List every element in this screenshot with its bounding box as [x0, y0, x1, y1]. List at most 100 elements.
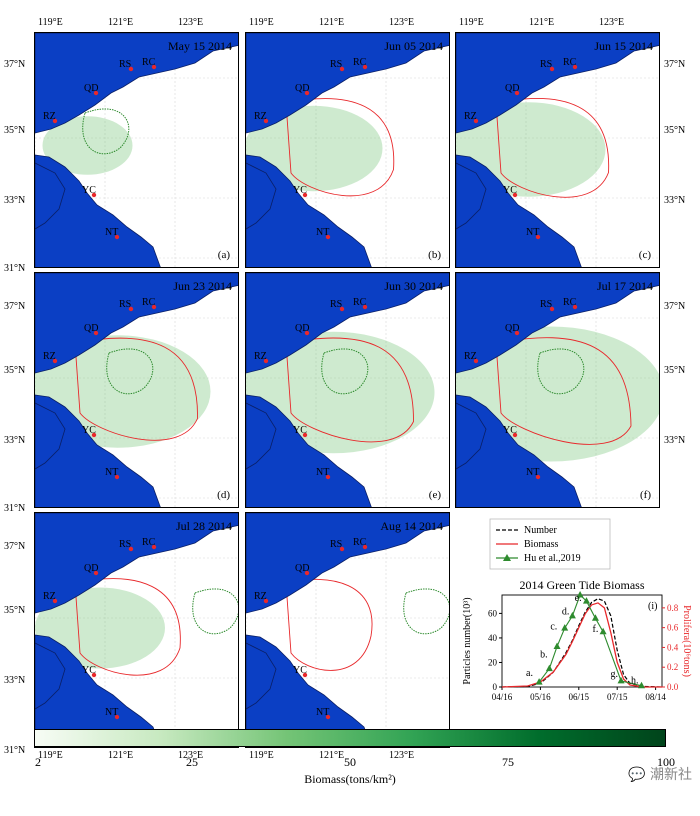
watermark: 💬 潮新社 — [628, 764, 692, 784]
city-label: NT — [105, 707, 118, 718]
city-label: QD — [295, 83, 309, 94]
panel-id: (a) — [217, 249, 230, 261]
y-tick-label: 0 — [493, 682, 498, 692]
panel-date-title: Jun 30 2014 — [384, 279, 443, 293]
bloom-area — [456, 102, 606, 197]
city-label: RZ — [254, 591, 267, 602]
series-line-biomass — [501, 602, 662, 688]
bloom-area — [35, 335, 211, 448]
satellite-contour — [192, 588, 238, 635]
city-marker — [263, 598, 269, 604]
land-mass — [246, 394, 372, 507]
city-label: YC — [82, 185, 96, 196]
land-mass — [35, 634, 161, 747]
city-label: RS — [119, 59, 131, 70]
y2-tick-label: 0.4 — [667, 642, 679, 652]
hu-data-point — [568, 611, 576, 619]
y2-tick-label: 0.8 — [667, 603, 679, 613]
city-label: RS — [330, 59, 342, 70]
legend-triangle-marker — [503, 554, 511, 561]
city-label: RZ — [464, 351, 477, 362]
city-marker — [514, 90, 520, 96]
bloom-area — [246, 105, 383, 192]
city-marker — [151, 544, 157, 550]
city-marker — [304, 330, 310, 336]
biomass-contour — [495, 337, 632, 445]
colorbar-tick: 75 — [502, 755, 514, 769]
latitude-label: 31°N — [4, 263, 26, 274]
y2-axis-label: Prolifera(10⁶tons) — [681, 605, 692, 677]
longitude-label: 121°E — [319, 17, 345, 28]
point-label: g. — [610, 669, 618, 680]
city-marker — [52, 598, 58, 604]
city-marker — [114, 234, 120, 240]
longitude-label: 123°E — [389, 17, 415, 28]
longitude-label: 119°E — [38, 750, 63, 761]
latitude-label: 35°N — [664, 125, 686, 136]
land-mass — [35, 402, 66, 470]
legend-entry: Biomass — [524, 539, 559, 550]
city-label: YC — [503, 425, 517, 436]
longitude-label: 123°E — [389, 750, 415, 761]
city-marker — [512, 432, 518, 438]
satellite-contour — [403, 588, 449, 635]
colorbar-tick: 100 — [657, 755, 675, 769]
y2-tick-label: 0.2 — [667, 662, 678, 672]
latitude-label: 35°N — [4, 125, 26, 136]
point-label: b. — [540, 650, 548, 661]
city-marker — [325, 474, 331, 480]
map-canvas: RS RC QD RZ YC NT — [35, 513, 238, 747]
latitude-label: 37°N — [4, 59, 26, 70]
latitude-label: 31°N — [4, 745, 26, 756]
land-mass — [456, 162, 487, 230]
panel-date-title: Jul 28 2014 — [175, 519, 232, 533]
city-marker — [362, 544, 368, 550]
longitude-label: 123°E — [178, 17, 204, 28]
city-marker — [128, 66, 134, 72]
hu-data-point — [582, 597, 590, 604]
point-label: h. — [631, 675, 639, 686]
latitude-label: 33°N — [4, 675, 26, 686]
map-canvas: RS RC QD RZ YC NT — [35, 33, 238, 267]
panel-date-title: Aug 14 2014 — [380, 519, 443, 533]
map-panel: RS RC QD RZ YC NT Jul 17 2014 (f) — [455, 272, 660, 508]
panel-id: (c) — [638, 249, 651, 261]
hu-data-point — [617, 676, 625, 684]
city-marker — [91, 432, 97, 438]
city-label: YC — [293, 425, 307, 436]
city-marker — [302, 672, 308, 678]
land-mass — [35, 154, 161, 267]
x-tick-label: 07/15 — [607, 692, 628, 702]
land-mass — [35, 642, 66, 710]
hu-data-point — [545, 664, 553, 672]
city-marker — [325, 234, 331, 240]
city-marker — [52, 358, 58, 364]
latitude-label: 31°N — [4, 503, 26, 514]
city-marker — [535, 474, 541, 480]
panel-date-title: Jun 05 2014 — [384, 39, 443, 53]
hu-data-point — [576, 591, 584, 598]
city-label: RC — [563, 57, 577, 68]
watermark-text: 潮新社 — [650, 767, 692, 783]
city-label: NT — [105, 467, 118, 478]
hu-data-point — [599, 627, 607, 635]
land-mass — [246, 634, 372, 747]
city-marker — [362, 304, 368, 310]
city-label: RC — [142, 537, 156, 548]
legend-entry: Hu et al.,2019 — [524, 553, 581, 564]
x-tick-label: 06/15 — [569, 692, 590, 702]
city-marker — [93, 330, 99, 336]
satellite-contour — [537, 348, 585, 395]
city-marker — [339, 546, 345, 552]
panel-date-title: May 15 2014 — [168, 39, 232, 53]
y-tick-label: 40 — [488, 633, 498, 643]
wechat-icon: 💬 — [628, 767, 646, 783]
city-label: RC — [353, 57, 367, 68]
y-axis-label: Particles number(10³) — [462, 597, 473, 684]
city-label: RZ — [43, 351, 56, 362]
city-label: YC — [503, 185, 517, 196]
city-marker — [325, 714, 331, 720]
city-label: RS — [540, 299, 552, 310]
y-tick-label: 20 — [488, 657, 498, 667]
